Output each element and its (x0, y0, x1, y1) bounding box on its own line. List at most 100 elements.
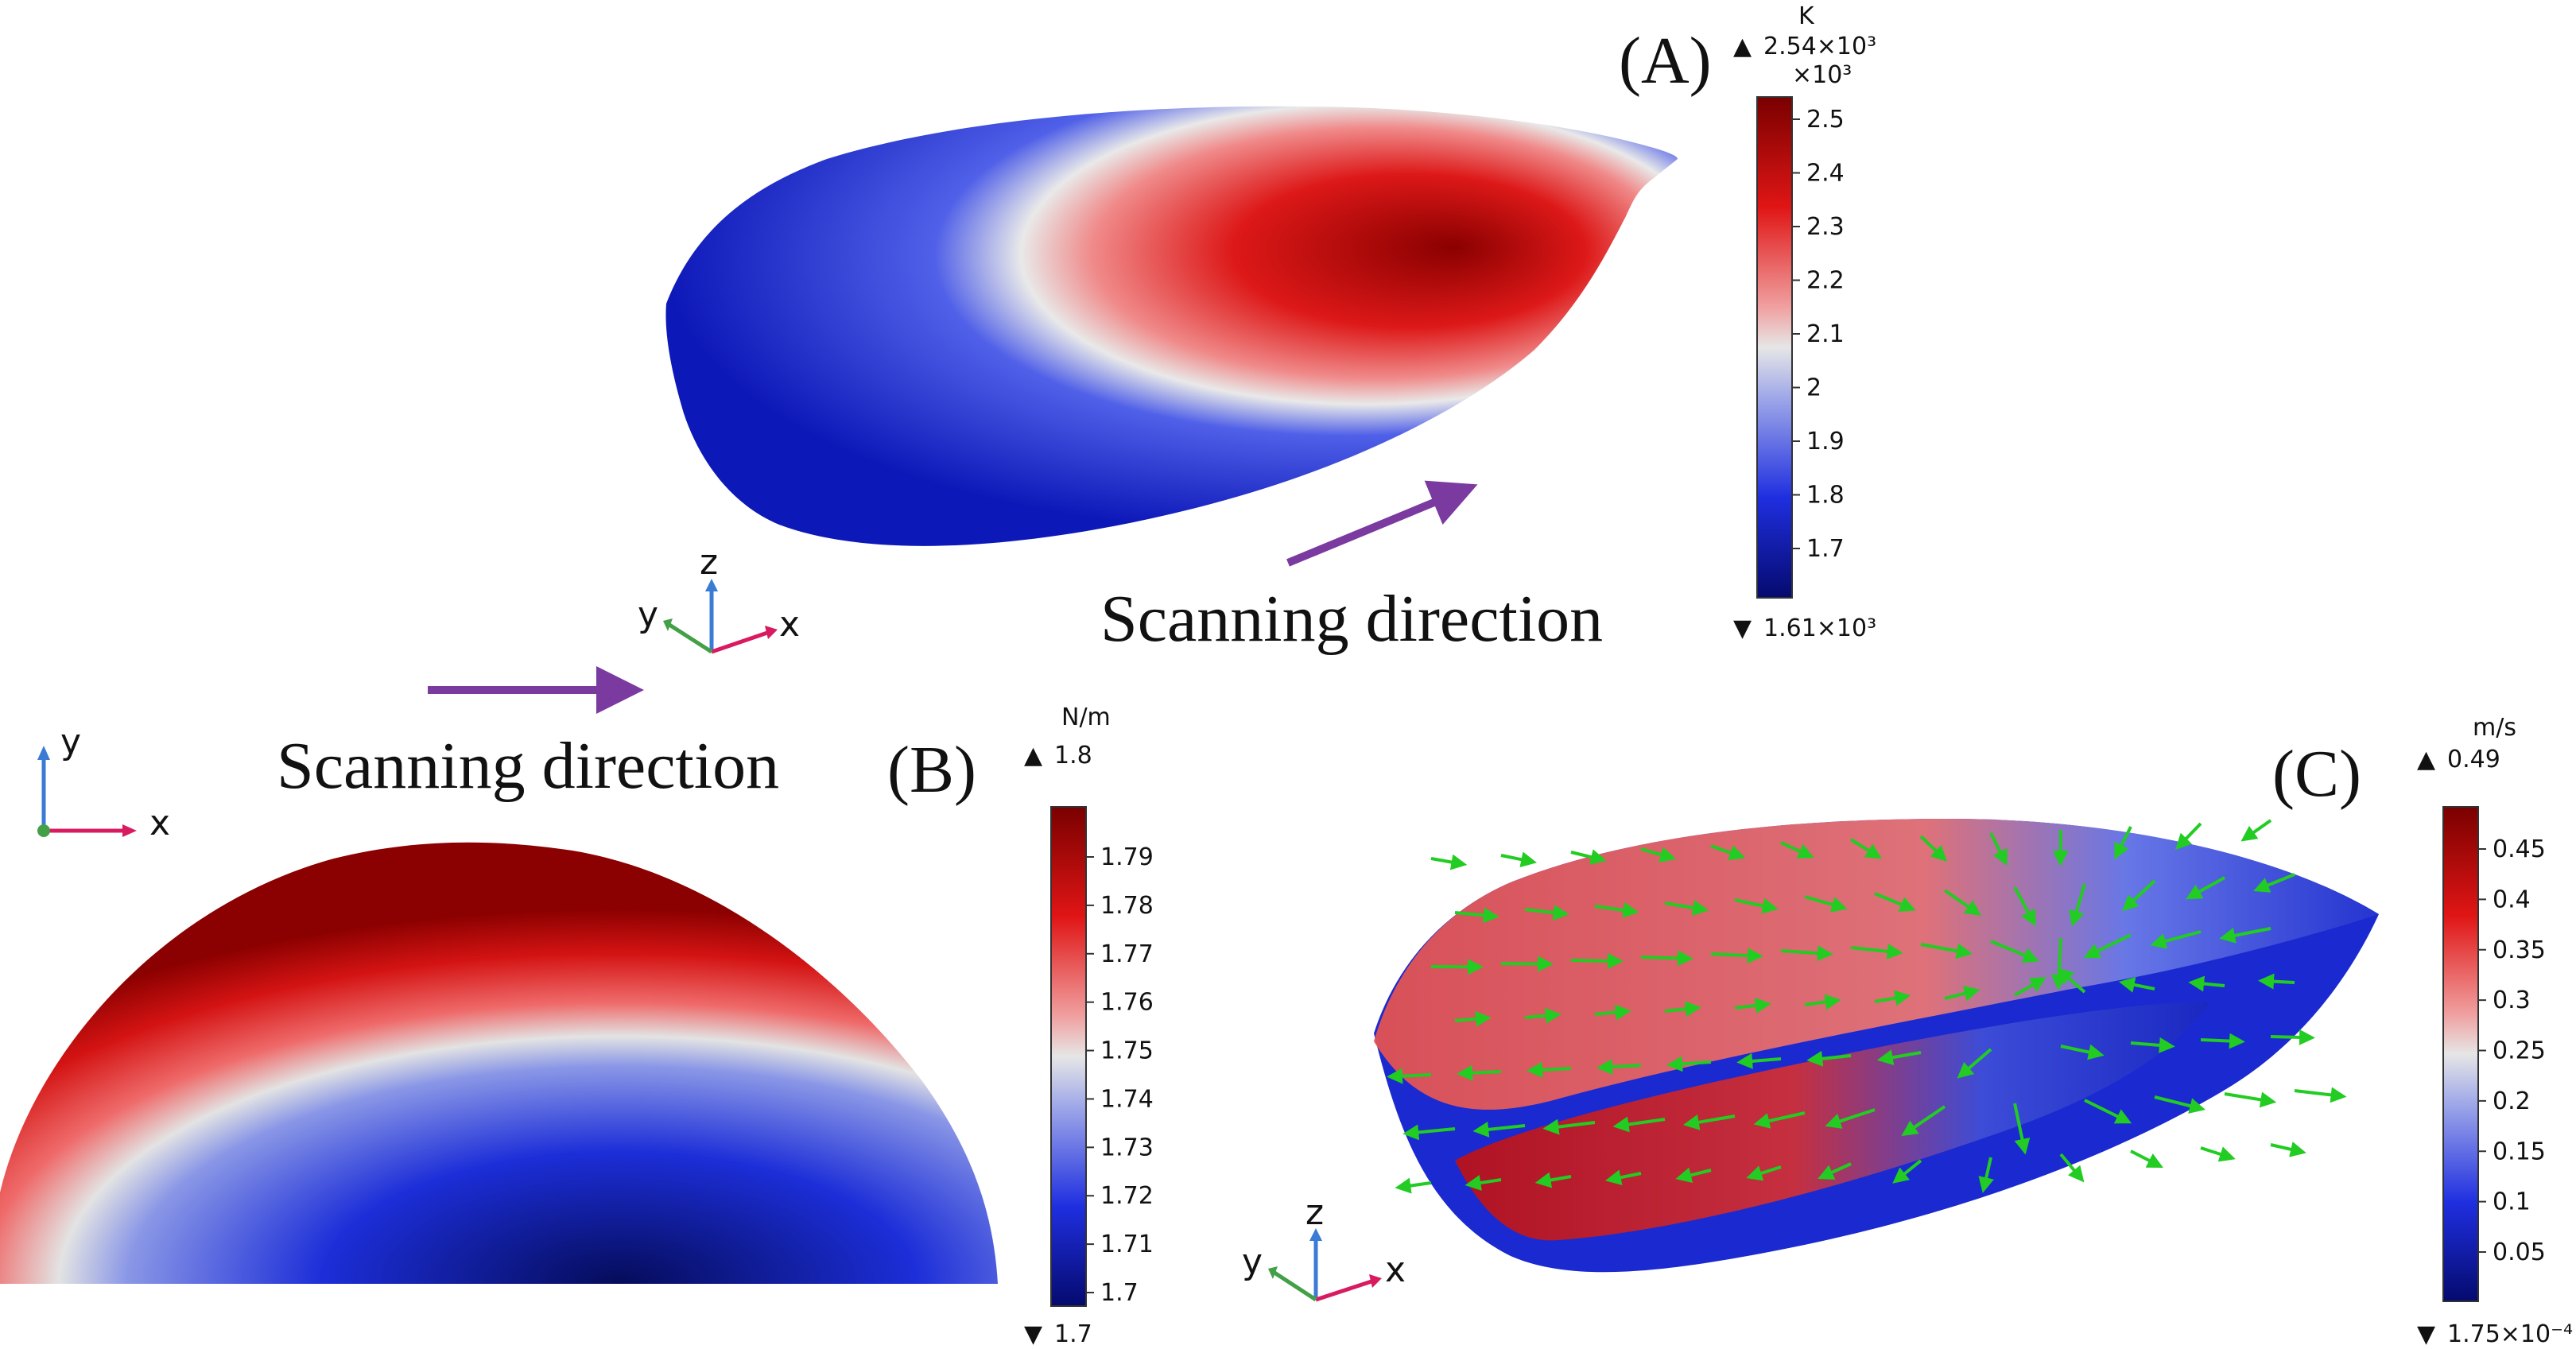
panel-a-scan-direction-label: Scanning direction (1100, 582, 1604, 656)
velocity-vector-icon (1594, 1004, 1631, 1021)
panel-b-colorbar-min: 1.7 (1054, 1320, 1092, 1348)
panel-c-min-marker-icon: ▼ (2417, 1320, 2435, 1348)
colorbar-tick-label: 1.78 (1100, 892, 1154, 920)
velocity-vector-icon (1524, 905, 1569, 921)
velocity-vector-icon (1753, 1111, 1806, 1129)
panel-b-colorbar-gradient (1050, 806, 1087, 1307)
velocity-vector-icon (2057, 967, 2086, 994)
panel-c-colorbar-unit: m/s (2473, 714, 2516, 742)
panel-a-axis-x-label: x (779, 604, 800, 645)
colorbar-tick-label: 1.9 (1806, 428, 1845, 455)
velocity-vector-icon (1664, 900, 1709, 916)
velocity-vector-icon (1874, 990, 1911, 1006)
velocity-vector-icon (1402, 1124, 1456, 1141)
colorbar-tick-label: 1.73 (1100, 1134, 1154, 1161)
velocity-vector-icon (1457, 1064, 1502, 1081)
velocity-vector-icon (1454, 907, 1499, 924)
panel-c-velocity-vectors (1387, 819, 2347, 1194)
colorbar-tick-label: 2.1 (1806, 320, 1845, 348)
velocity-vector-icon (1920, 943, 1973, 959)
colorbar-tick-label: 0.1 (2493, 1188, 2531, 1216)
panel-a-min-marker-icon: ▼ (1733, 614, 1752, 642)
panel-c-colorbar-gradient (2442, 806, 2479, 1302)
velocity-vector-icon (2270, 1142, 2306, 1157)
velocity-vector-icon (1465, 1175, 1502, 1191)
velocity-vector-icon (1850, 943, 1903, 959)
panel-a-axis-y-label: y (638, 595, 658, 635)
velocity-vector-icon (1542, 1118, 1596, 1135)
panel-a-axis-z-label: z (700, 542, 718, 583)
velocity-vector-icon (1989, 832, 2008, 866)
panel-b-colorbar: N/m ▲ 1.8 ▼ 1.7 1.79 1.78 1.77 1.76 1.75 1.74… (1024, 704, 1154, 1348)
panel-a-x-axis-icon (711, 630, 770, 654)
velocity-vector-icon (1430, 854, 1468, 870)
colorbar-tick-label: 1.8 (1806, 482, 1845, 510)
velocity-vector-icon (1472, 1121, 1526, 1138)
colorbar-tick-label: 0.2 (2493, 1087, 2531, 1115)
velocity-vector-icon (1746, 1165, 1782, 1181)
colorbar-tick-label: 1.75 (1100, 1037, 1154, 1065)
panel-b-label: (B) (887, 733, 976, 807)
velocity-vector-icon (2084, 1099, 2132, 1124)
velocity-vector-icon (2130, 1037, 2175, 1053)
panel-b-axes-triad: y x (37, 722, 170, 843)
colorbar-tick-label: 1.7 (1806, 535, 1845, 563)
panel-b-colorbar-ticks: 1.79 1.78 1.77 1.76 1.75 1.74 1.73 1.72 1.71 1.7 (1086, 843, 1154, 1307)
velocity-vector-icon (1892, 1159, 1922, 1184)
panel-a (665, 106, 1678, 567)
velocity-vector-icon (2013, 1103, 2031, 1155)
velocity-vector-icon (2240, 819, 2272, 842)
velocity-vector-icon (1596, 1059, 1642, 1076)
velocity-vector-icon (2013, 886, 2036, 927)
panel-c-colorbar: m/s ▲ 0.49 ▼ 1.75×10⁻⁴ 0.45 0.4 0.35 0.3 0.2… (2417, 714, 2573, 1348)
panel-c-label: (C) (2272, 737, 2361, 811)
colorbar-tick-label: 2.5 (1806, 106, 1845, 134)
colorbar-tick-label: 2 (1806, 374, 1821, 402)
panel-a-max-marker-icon: ▲ (1733, 33, 1752, 60)
velocity-vector-icon (1524, 1007, 1562, 1024)
velocity-vector-icon (1640, 950, 1693, 967)
velocity-vector-icon (2059, 1153, 2085, 1183)
panel-b-colorbar-unit: N/m (1061, 704, 1111, 731)
panel-b-max-marker-icon: ▲ (1024, 742, 1042, 769)
panel-c-x-axis-icon (1315, 1278, 1375, 1302)
velocity-vector-icon (1570, 952, 1624, 969)
panel-c (1374, 819, 2379, 1273)
velocity-vector-icon (1806, 1050, 1852, 1067)
velocity-vector-icon (1849, 838, 1882, 859)
velocity-vector-icon (1710, 844, 1746, 861)
velocity-vector-icon (1919, 835, 1948, 862)
velocity-vector-icon (1978, 1157, 1994, 1193)
velocity-vector-icon (2014, 977, 2046, 997)
panel-b-axis-y-label: y (60, 722, 81, 762)
panel-b-melt-pool-cross-section (0, 842, 998, 1284)
panel-a-axes-triad: z y x (638, 542, 800, 654)
velocity-vector-icon (2200, 1033, 2245, 1049)
panel-c-y-axis-icon (1273, 1270, 1317, 1302)
velocity-vector-icon (2294, 1087, 2347, 1103)
velocity-vector-icon (1682, 1114, 1736, 1130)
panel-b-colorbar-max: 1.8 (1054, 742, 1092, 769)
velocity-vector-icon (2114, 826, 2132, 860)
panel-b-axis-x-label: x (149, 803, 170, 843)
colorbar-tick-label: 1.7 (1100, 1279, 1139, 1307)
velocity-vector-icon (2175, 822, 2202, 851)
panel-c-max-marker-icon: ▲ (2417, 746, 2435, 773)
velocity-vector-icon (1780, 945, 1833, 962)
panel-c-axes-triad: z y x (1242, 1192, 1406, 1302)
velocity-vector-icon (1594, 901, 1639, 918)
panel-a-melt-pool-surface (665, 106, 1678, 546)
panel-c-colorbar-min: 1.75×10⁻⁴ (2447, 1320, 2573, 1348)
velocity-vector-icon (2122, 879, 2156, 912)
velocity-vector-icon (1604, 1169, 1642, 1186)
colorbar-tick-label: 1.76 (1100, 989, 1154, 1017)
colorbar-tick-label: 1.77 (1100, 940, 1154, 968)
panel-a-colorbar-min: 1.61×10³ (1763, 614, 1876, 642)
panel-a-y-axis-icon (668, 622, 713, 654)
velocity-vector-icon (1901, 1105, 1946, 1137)
panel-a-colorbar-ticks: 2.5 2.4 2.3 2.2 2.1 2 1.9 1.8 1.7 (1792, 106, 1845, 563)
velocity-vector-icon (2224, 1091, 2277, 1108)
panel-b (0, 666, 998, 1284)
velocity-vector-icon (1734, 998, 1771, 1014)
